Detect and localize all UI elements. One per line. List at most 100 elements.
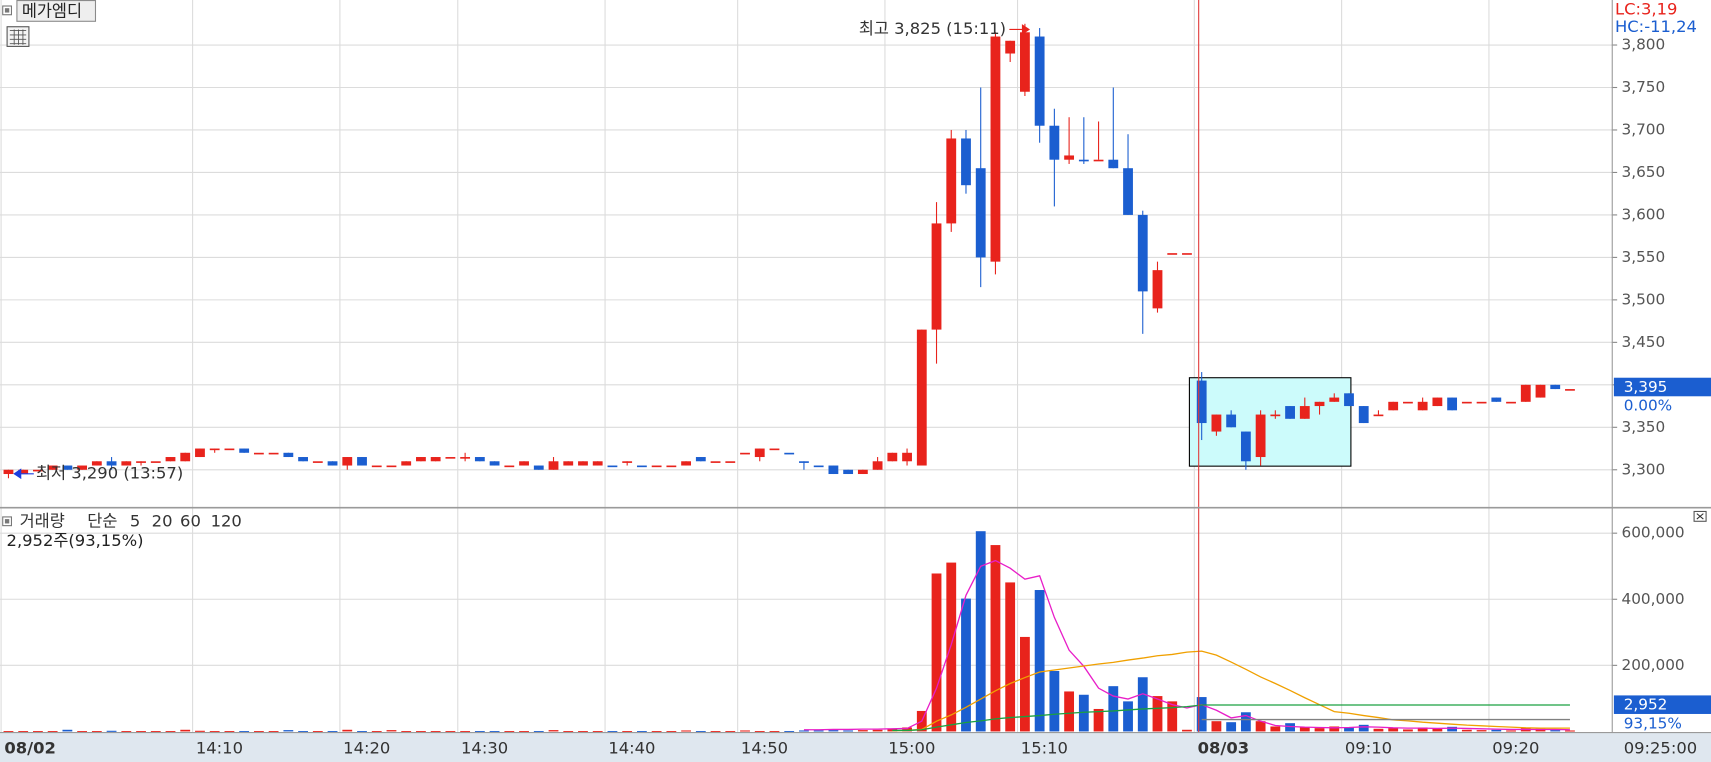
candle-body [121,461,132,466]
candle-body [1373,414,1384,417]
volume-bar [828,730,839,732]
volume-bar [386,730,397,732]
y-tick-label: 3,600 [1622,205,1666,223]
volume-bar [106,730,117,732]
volume-bar [357,731,367,733]
candle-body [47,465,58,470]
x-tick-label: 14:20 [343,738,390,757]
volume-bar [1152,696,1163,732]
volume-bar [1240,712,1251,732]
change-label: 0.00% [1624,397,1672,415]
candle-body [3,469,14,475]
x-tick-label: 09:20 [1492,738,1539,757]
y-tick-label: 600,000 [1622,524,1685,542]
volume-bar [239,731,250,733]
last-price: 3,395 [1624,378,1668,396]
candle-body [946,138,957,224]
high-arrow [1009,24,1030,35]
candle-body [1226,414,1237,428]
volume-bar [931,573,942,732]
legend-entry: 5 [130,511,140,530]
y-tick-label: 200,000 [1622,656,1685,674]
candle-body [1565,389,1575,391]
y-tick-label: 3,550 [1622,248,1666,266]
volume-bar [1314,728,1325,732]
volume-bar [1461,729,1472,732]
candle-body [1417,401,1428,411]
candle-body [1270,414,1281,417]
volume-bar [1565,730,1575,732]
volume-title: 거래량 [20,511,65,530]
lc-label: LC:3,19 [1615,0,1677,18]
candle-body [1491,397,1502,402]
legend-entry: 60 [180,511,201,530]
candle-body [416,457,426,462]
candle-body [445,457,456,459]
volume-bar [622,731,633,733]
volume-bar [209,731,220,733]
y-tick-label: 3,750 [1622,78,1666,96]
volume-bar [1447,726,1458,732]
volume-bar [1137,677,1148,732]
volume-bar [1034,590,1045,732]
grid [0,0,1618,733]
candle-body [622,461,633,463]
volume-bar [1491,729,1502,732]
legend-entry: 20 [152,511,173,530]
stock-button[interactable] [16,0,97,22]
table-icon[interactable] [6,26,30,47]
candle-body [1108,159,1119,169]
volume-bar [1078,694,1089,732]
candle-body [1078,159,1089,162]
candle-body [195,448,205,458]
candle-body [298,457,308,462]
candle-body [519,461,529,466]
volume-bar [592,731,603,733]
volume-bar [1550,730,1561,732]
candle-body [990,36,1001,262]
moving-average-line [892,704,1570,732]
candle-body [1019,32,1030,92]
volume-bar [1064,691,1075,732]
candle-body [769,448,780,451]
volume-bar [489,731,500,733]
candle-body [1476,401,1487,404]
x-tick-label: 08/03 [1198,738,1250,757]
candle-body [916,329,927,466]
labels: 3,3003,3503,4003,4503,5003,5503,6003,650… [4,36,1684,758]
hc-label: HC:-11,24 [1615,17,1697,36]
volume-bar [607,731,618,733]
candle-body [1005,40,1016,54]
volume-bar [666,731,677,733]
volume-bar [121,731,132,733]
volume-bar [1108,686,1119,732]
volume-bar [136,731,146,733]
candle-body [106,461,117,466]
volume-bar [946,562,957,732]
volume-bar [902,727,912,732]
volume-bar [1403,729,1413,732]
candle-body [18,469,29,475]
volume-bar [519,731,529,733]
moving-average-line [892,650,1570,732]
volume-bar [1123,701,1133,732]
volume-bar [1373,728,1384,732]
volume-bar [1255,721,1266,732]
candle-body [165,457,176,462]
x-axis-end-label: 09:25:00 [1624,738,1697,757]
candle-body [681,461,692,466]
volume-bar [430,731,441,733]
candle-body [1388,401,1399,411]
candle-body [651,465,662,468]
volume-bar [224,731,235,733]
x-tick-label: 14:10 [196,738,243,757]
candle-body [1211,414,1222,432]
volume-info: 2,952주(93,15%) [7,531,144,550]
candle-body [371,465,382,468]
candle-body [209,448,220,451]
candle-body [1167,253,1178,255]
volume-bar [1093,708,1104,732]
candle-body [1344,393,1354,407]
volume-bar [1388,728,1399,732]
